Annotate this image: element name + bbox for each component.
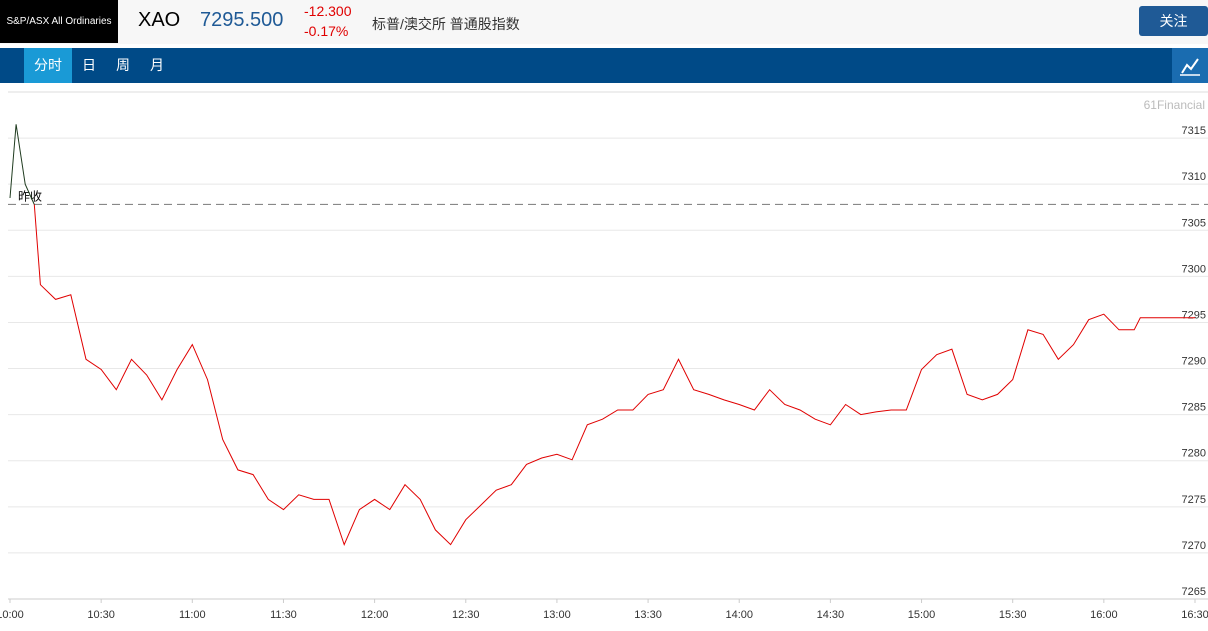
y-tick-label: 7300 [1182,263,1206,275]
x-tick-label: 12:30 [452,609,480,621]
y-tick-label: 7305 [1182,217,1206,229]
x-tick-label: 13:00 [543,609,571,621]
price-line [9,124,1195,546]
x-tick-label: 11:00 [179,609,206,621]
x-tick-label: 10:30 [87,609,115,621]
prev-close-label: 昨收 [18,189,42,203]
x-tick-label: 16:30 [1181,609,1208,621]
symbol: XAO [138,9,181,31]
tab[interactable]: 月 [150,57,164,73]
y-tick-label: 7315 [1182,125,1206,137]
x-tick-label: 14:00 [725,609,753,621]
price: 7295.500 [200,9,284,31]
change-pct: -0.17% [304,23,349,39]
change: -12.300 [304,3,352,19]
x-tick-label: 15:00 [908,609,936,621]
x-tick-label: 14:30 [817,609,845,621]
y-tick-label: 7275 [1182,494,1206,506]
description: 标普/澳交所 普通股指数 [372,16,520,32]
index-name: S&P/ASX All Ordinaries [0,0,118,43]
chart-icon[interactable] [1172,48,1208,83]
follow-button[interactable]: 关注 [1139,6,1208,36]
y-tick-label: 7310 [1182,171,1206,183]
y-tick-label: 7265 [1182,586,1206,598]
tab[interactable]: 周 [116,57,130,73]
y-tick-label: 7280 [1182,448,1206,460]
tab-bar: 分时 日 周 月 [0,48,1208,83]
tab[interactable]: 日 [82,57,96,73]
y-tick-label: 7295 [1182,309,1206,321]
tab[interactable]: 分时 [24,48,72,83]
x-tick-label: 11:30 [270,609,297,621]
x-tick-label: 10:00 [0,609,24,621]
x-tick-label: 13:30 [634,609,662,621]
y-tick-label: 7270 [1182,540,1206,552]
y-tick-label: 7285 [1182,402,1206,414]
x-tick-label: 12:00 [361,609,389,621]
x-tick-label: 16:00 [1090,609,1118,621]
y-tick-label: 7290 [1182,356,1206,368]
x-tick-label: 15:30 [999,609,1027,621]
header: S&P/ASX All Ordinaries XAO 7295.500 -12.… [0,0,1208,44]
watermark: 61Financial [1144,98,1205,112]
